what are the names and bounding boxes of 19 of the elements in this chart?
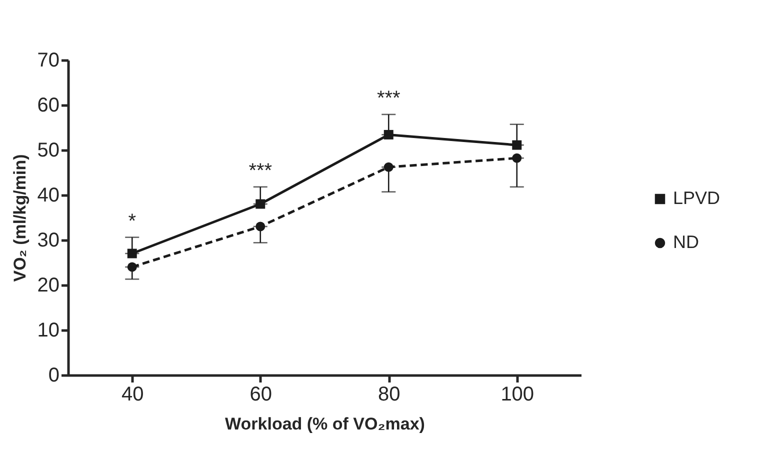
legend-label: ND (673, 232, 699, 252)
annotation: *** (248, 160, 272, 182)
x-tick-label: 40 (122, 384, 144, 406)
y-tick-label: 70 (37, 50, 60, 72)
x-axis-title: Workload (% of VO₂max) (225, 414, 425, 434)
y-tick-label: 30 (37, 230, 60, 252)
y-tick-label: 0 (48, 364, 60, 386)
x-tick-label: 60 (250, 384, 272, 406)
y-tick-label: 10 (37, 320, 60, 342)
y-tick-label: 20 (37, 274, 60, 296)
y-axis-title: VO₂ (ml/kg/min) (10, 154, 30, 282)
x-tick-label: 80 (378, 384, 400, 406)
y-tick-label: 50 (37, 140, 60, 162)
y-tick-label: 60 (37, 94, 60, 116)
annotation: * (128, 210, 136, 232)
legend-label: LPVD (673, 188, 720, 208)
x-tick-label: 100 (500, 384, 534, 406)
y-tick-label: 40 (37, 184, 60, 206)
annotation: *** (376, 87, 401, 110)
